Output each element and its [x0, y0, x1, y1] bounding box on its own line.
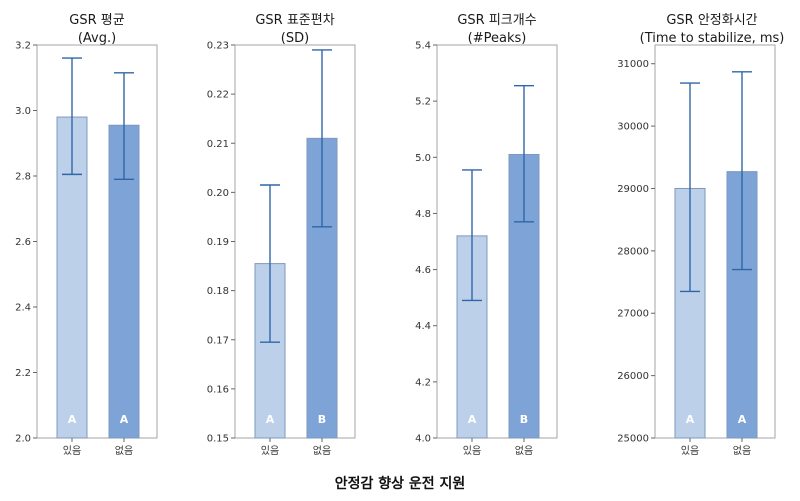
- y-tick-label: 0.19: [207, 237, 229, 248]
- chart-subtitle: (Avg.): [78, 31, 116, 46]
- y-tick-label: 2.4: [15, 303, 31, 314]
- chart-subtitle: (SD): [281, 31, 309, 46]
- y-tick-label: 30000: [617, 122, 649, 133]
- x-tick-label: 없음: [313, 444, 331, 457]
- plot-frame: [436, 44, 558, 439]
- chart-panel-1: GSR 평균 (Avg.) 2.0 2.2 2.4 2.6 2.8 3.0 3.2 A 있음 A 없음: [15, 13, 158, 457]
- chart-title: GSR 피크개수: [457, 13, 536, 28]
- y-tick-label: 0.22: [207, 90, 229, 101]
- group-label: B: [520, 413, 528, 426]
- plot-frame: [654, 44, 776, 439]
- y-tick-label: 5.0: [415, 153, 431, 164]
- x-tick-label: 없음: [515, 444, 533, 457]
- y-tick-label: 4.2: [415, 377, 431, 388]
- y-tick-label: 4.8: [415, 209, 431, 220]
- group-label: A: [266, 413, 275, 426]
- group-label: A: [68, 413, 77, 426]
- chart-title: GSR 평균: [69, 13, 124, 28]
- y-tick-label: 26000: [617, 371, 649, 382]
- chart-subtitle: (Time to stabilize, ms): [640, 31, 785, 46]
- x-tick-label: 없음: [115, 444, 133, 457]
- y-tick-label: 31000: [617, 59, 649, 70]
- y-tick-label: 3.0: [15, 106, 31, 117]
- chart-panel-4: GSR 안정화시간 (Time to stabilize, ms) 25000 260…: [617, 13, 784, 457]
- y-tick-label: 27000: [617, 309, 649, 320]
- chart-panel-2: GSR 표준편차 (SD) 0.15 0.16 0.17 0.18 0.19 0.20 0.21…: [207, 13, 356, 457]
- group-label: A: [738, 413, 747, 426]
- y-tick-label: 0.17: [207, 335, 229, 346]
- x-tick-label: 없음: [733, 444, 751, 457]
- x-tick-label: 있음: [261, 445, 279, 457]
- group-label: A: [120, 413, 129, 426]
- x-axis-title: 안정감 향상 운전 지원: [335, 475, 466, 492]
- y-tick-label: 2.8: [15, 172, 31, 183]
- y-tick-label: 0.16: [207, 384, 229, 395]
- y-tick-label: 3.2: [15, 41, 31, 52]
- y-tick-label: 0.18: [207, 286, 229, 297]
- y-tick-label: 28000: [617, 246, 649, 257]
- x-tick-label: 있음: [63, 445, 81, 457]
- y-tick-label: 25000: [617, 434, 649, 445]
- y-tick-label: 4.4: [415, 321, 431, 332]
- y-tick-label: 2.2: [15, 368, 31, 379]
- group-label: A: [468, 413, 477, 426]
- x-tick-label: 있음: [463, 445, 481, 457]
- y-tick-label: 4.0: [415, 434, 431, 445]
- y-tick-label: 0.20: [207, 188, 229, 199]
- y-tick-label: 2.6: [15, 237, 31, 248]
- y-tick-label: 29000: [617, 184, 649, 195]
- y-tick-label: 0.15: [207, 434, 229, 445]
- chart-panel-3: GSR 피크개수 (#Peaks) 4.0 4.2 4.4 4.6 4.8 5.0 5.2 5.4…: [415, 13, 558, 457]
- x-tick-label: 있음: [681, 445, 699, 457]
- y-tick-label: 2.0: [15, 434, 31, 445]
- chart-subtitle: (#Peaks): [468, 31, 527, 46]
- y-tick-label: 5.2: [415, 97, 431, 108]
- y-tick-label: 0.21: [207, 139, 229, 150]
- chart-title: GSR 표준편차: [255, 13, 334, 28]
- y-tick-label: 4.6: [415, 265, 431, 276]
- group-label: A: [686, 413, 695, 426]
- chart-title: GSR 안정화시간: [666, 13, 757, 28]
- group-label: B: [318, 413, 326, 426]
- y-tick-label: 5.4: [415, 41, 431, 52]
- y-tick-label: 0.23: [207, 41, 229, 52]
